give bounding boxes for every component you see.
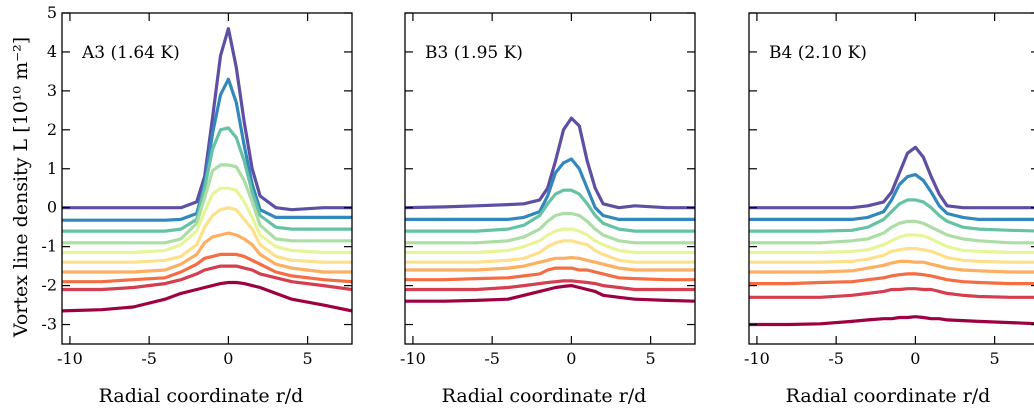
x-tick-label: 0 <box>223 349 233 368</box>
series-line-5 <box>62 186 352 255</box>
y-tick-label: 1 <box>47 159 57 178</box>
x-tick-label: 0 <box>566 349 576 368</box>
series-line-6 <box>405 239 695 264</box>
series-line-6 <box>62 206 352 264</box>
series-line-7 <box>62 231 352 274</box>
series-line-3 <box>62 126 352 233</box>
series-line-4 <box>749 219 1034 245</box>
x-tick-label: 5 <box>303 349 313 368</box>
y-tick-label: 5 <box>47 3 57 22</box>
series-line-9 <box>749 287 1034 299</box>
series-line-3 <box>749 198 1034 233</box>
plot-frame <box>61 12 353 345</box>
series-line-8 <box>749 272 1034 286</box>
plot-frame <box>404 12 696 345</box>
series-line-9 <box>405 279 695 292</box>
y-tick-label: 2 <box>47 120 57 139</box>
series-line-4 <box>62 163 352 245</box>
y-tick-label: -2 <box>41 276 57 295</box>
series-line-10 <box>749 315 1034 327</box>
x-tick-label: -5 <box>828 349 844 368</box>
series-line-2 <box>62 77 352 222</box>
y-tick-label: -1 <box>41 237 57 256</box>
series-group <box>405 116 695 303</box>
series-group <box>749 145 1034 327</box>
y-tick-label: -3 <box>41 315 57 334</box>
series-line-7 <box>405 256 695 272</box>
series-line-10 <box>405 284 695 303</box>
panel-title: B4 (2.10 K) <box>769 43 867 63</box>
panel-2: -10 -5 0 5 B3 (1.95 K) Radial coordinate r/d <box>400 12 696 407</box>
y-axis-title: Vortex line density L [10¹⁰ m⁻²] <box>10 37 32 338</box>
series-line-8 <box>405 266 695 282</box>
series-line-4 <box>405 211 695 245</box>
series-line-1 <box>62 27 352 212</box>
series-line-5 <box>749 233 1034 255</box>
x-axis-title: Radial coordinate r/d <box>442 385 647 407</box>
series-line-2 <box>405 157 695 221</box>
x-tick-label: -5 <box>141 349 157 368</box>
series-line-1 <box>405 116 695 210</box>
x-tick-label: -10 <box>744 349 770 368</box>
panel-title: A3 (1.64 K) <box>81 43 180 63</box>
series-group <box>62 27 352 313</box>
series-line-3 <box>405 188 695 233</box>
panel-3: -10 -5 0 5 B4 (2.10 K) Radial coordinate r/d <box>744 12 1034 407</box>
panel-title: B3 (1.95 K) <box>425 43 523 63</box>
series-line-9 <box>62 264 352 292</box>
series-line-5 <box>405 227 695 255</box>
x-axis-title: Radial coordinate r/d <box>99 385 304 407</box>
series-line-6 <box>749 247 1034 264</box>
y-tick-label: 4 <box>47 42 57 61</box>
x-tick-label: -5 <box>484 349 500 368</box>
plot-frame <box>748 12 1034 345</box>
series-line-1 <box>749 145 1034 210</box>
series-line-7 <box>749 259 1034 274</box>
y-tick-label: 3 <box>47 81 57 100</box>
series-line-2 <box>749 173 1034 221</box>
x-tick-label: 5 <box>646 349 656 368</box>
y-tick-label: 0 <box>47 198 57 217</box>
x-tick-label: -10 <box>57 349 83 368</box>
series-line-10 <box>62 280 352 313</box>
x-tick-label: 0 <box>910 349 920 368</box>
series-line-8 <box>62 252 352 284</box>
x-tick-label: 5 <box>990 349 1000 368</box>
x-axis-title: Radial coordinate r/d <box>786 385 991 407</box>
x-tick-label: -10 <box>400 349 426 368</box>
